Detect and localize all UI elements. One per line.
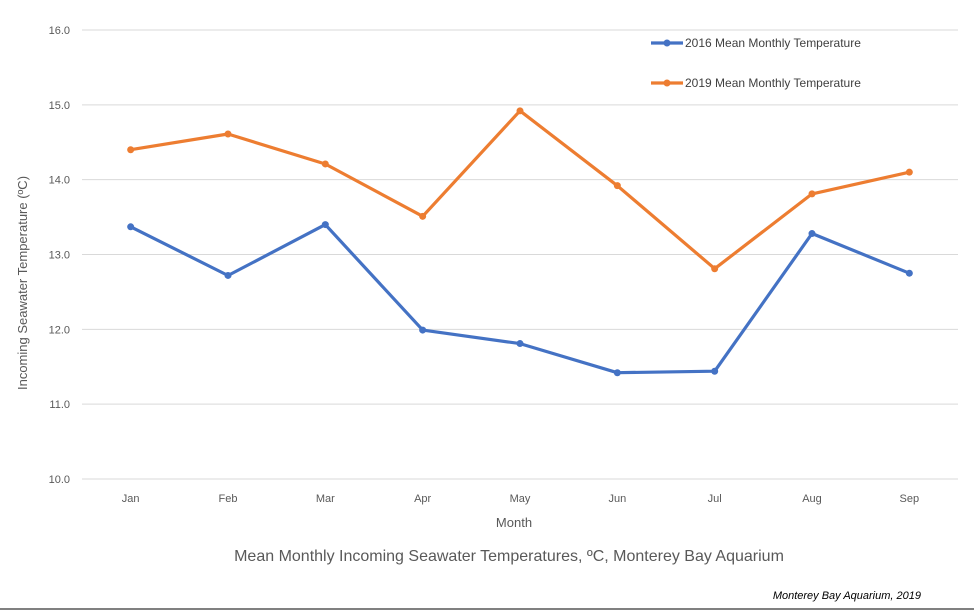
y-tick-label: 13.0 [49, 250, 70, 262]
data-point [516, 340, 524, 348]
data-point [321, 160, 329, 168]
data-point [613, 182, 621, 190]
y-tick-label: 14.0 [49, 175, 70, 187]
y-axis-title: Incoming Seawater Temperature (ºC) [15, 176, 30, 390]
data-point [711, 265, 719, 273]
legend-item-0: 2016 Mean Monthly Temperature [651, 36, 861, 50]
series-0 [127, 221, 913, 377]
x-tick-label: Mar [316, 493, 335, 505]
y-tick-label: 15.0 [49, 100, 70, 112]
y-tick-label: 12.0 [49, 324, 70, 336]
data-point [711, 367, 719, 375]
x-tick-label: Jun [608, 493, 626, 505]
data-point [808, 230, 816, 238]
data-point [224, 130, 232, 138]
data-point [321, 221, 329, 229]
x-tick-label: Aug [802, 493, 822, 505]
data-point [905, 168, 913, 176]
data-point [613, 369, 621, 377]
x-tick-label: Apr [414, 493, 431, 505]
y-tick-label: 16.0 [49, 25, 70, 37]
gridlines [82, 29, 958, 480]
data-point [419, 326, 427, 334]
legend-label: 2016 Mean Monthly Temperature [685, 36, 861, 50]
y-tick-labels: 10.0 11.0 12.0 13.0 14.0 15.0 16.0 [49, 25, 70, 486]
chart-title: Mean Monthly Incoming Seawater Temperatu… [234, 548, 784, 565]
x-tick-label: Sep [900, 493, 920, 505]
data-point [127, 146, 135, 154]
data-point [127, 223, 135, 231]
data-point [516, 107, 524, 115]
x-tick-label: Feb [219, 493, 238, 505]
data-point [224, 271, 232, 279]
x-axis-title: Month [496, 515, 532, 530]
data-point [419, 212, 427, 220]
y-tick-label: 10.0 [49, 474, 70, 486]
legend-swatch-marker [663, 79, 671, 87]
series-line [129, 109, 911, 271]
legend-swatch-marker [663, 39, 671, 47]
x-tick-label: May [510, 493, 531, 505]
y-tick-label: 11.0 [49, 399, 70, 411]
data-point [905, 269, 913, 277]
legend-item-1: 2019 Mean Monthly Temperature [651, 76, 861, 90]
series-line [129, 223, 911, 375]
data-point [808, 190, 816, 198]
x-tick-labels: Jan Feb Mar Apr May Jun Jul Aug Sep [122, 493, 919, 505]
source-credit: Monterey Bay Aquarium, 2019 [773, 590, 921, 602]
x-tick-label: Jan [122, 493, 140, 505]
series-1 [127, 107, 913, 273]
legend-label: 2019 Mean Monthly Temperature [685, 76, 861, 90]
x-tick-label: Jul [708, 493, 722, 505]
series-lines [127, 107, 913, 377]
legend: 2016 Mean Monthly Temperature 2019 Mean M… [651, 36, 861, 90]
